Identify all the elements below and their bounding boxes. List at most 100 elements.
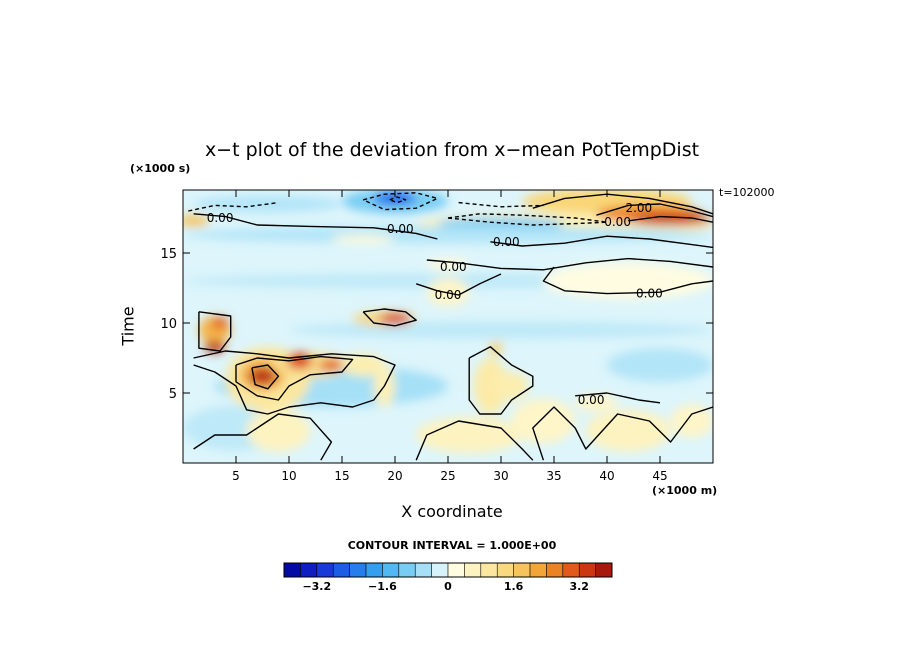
field-region	[246, 409, 311, 452]
axis-ticks: 5 10 15 20 25 30 35 40 45 5 10 15	[160, 190, 713, 483]
contour-line	[362, 192, 439, 211]
x-tick-label: 35	[546, 469, 561, 483]
colorbar-frame	[283, 562, 613, 578]
x-tick-label: 10	[281, 469, 296, 483]
contour-line	[193, 413, 333, 461]
colorbar-swatch	[529, 562, 547, 578]
colorbar-swatch	[513, 562, 531, 578]
contour-label: 0.00	[493, 235, 520, 249]
x-tick-label: 45	[652, 469, 667, 483]
x-tick-label: 30	[493, 469, 508, 483]
contour-line	[596, 203, 713, 218]
colorbar-swatch	[398, 562, 416, 578]
colorbar-swatch	[316, 562, 334, 578]
contour-label: 0.00	[435, 288, 462, 302]
colorbar-swatch	[595, 562, 613, 578]
x-tick-label: 25	[440, 469, 455, 483]
colorbar-swatch	[382, 562, 400, 578]
contour-label: 0.00	[440, 260, 467, 274]
contour-line	[415, 273, 502, 296]
colorbar: −3.2 −1.6 0 1.6 3.2	[283, 562, 613, 593]
colorbar-tick-label: −3.2	[302, 580, 331, 593]
contour-line	[532, 406, 713, 461]
field-region	[183, 226, 713, 244]
x-tick-label: 5	[232, 469, 240, 483]
field-region	[211, 317, 229, 329]
field-region	[607, 348, 713, 382]
contour-label: 0.00	[207, 211, 234, 225]
y-tick-label: 5	[169, 387, 177, 402]
x-axis-label: X coordinate	[401, 502, 503, 521]
chart-title: x−t plot of the deviation from x−mean Po…	[204, 139, 700, 161]
contour-label: 0.00	[387, 222, 414, 236]
contour-lines	[188, 192, 713, 461]
colorbar-swatch	[332, 562, 351, 578]
contour-label: 0.00	[636, 287, 663, 301]
colorbar-swatch	[578, 562, 597, 578]
contour-label: 2.00	[625, 201, 652, 215]
colorbar-tick-label: 0	[444, 580, 452, 593]
y-tick-label: 15	[160, 247, 177, 262]
contour-line	[490, 235, 713, 249]
contour-line	[193, 350, 396, 415]
contour-line	[198, 311, 232, 352]
contour-line	[415, 420, 534, 461]
contour-line	[235, 355, 354, 401]
contour-line	[532, 193, 713, 215]
time-marker: t=102000	[719, 186, 775, 199]
colorbar-swatch	[414, 562, 433, 578]
colorbar-swatch	[447, 562, 465, 578]
x-tick-label: 20	[387, 469, 402, 483]
field-region	[575, 394, 618, 412]
field-region	[289, 321, 713, 339]
colorbar-tick-label: 1.6	[504, 580, 524, 593]
field-region	[473, 358, 508, 414]
x-axis-unit: (×1000 m)	[652, 484, 718, 497]
contour-line	[426, 257, 713, 271]
contour-line	[193, 213, 438, 240]
y-tick-label: 10	[160, 317, 177, 332]
y-axis-unit: (×1000 s)	[130, 162, 191, 175]
x-tick-label: 15	[334, 469, 349, 483]
colorbar-swatch	[300, 562, 318, 578]
contour-label: 0.00	[604, 215, 631, 229]
shaded-field	[183, 190, 713, 463]
field-region	[489, 341, 503, 356]
colorbar-swatch	[546, 562, 564, 578]
colorbar-tick-label: 3.2	[569, 580, 589, 593]
field-region	[331, 234, 396, 244]
colorbar-swatch	[349, 562, 367, 578]
field-region	[318, 359, 345, 371]
contour-line	[628, 215, 713, 223]
colorbar-swatch	[283, 562, 301, 578]
contour-label: 0.00	[578, 393, 605, 407]
contour-line	[251, 364, 280, 390]
contour-line	[575, 392, 661, 404]
field-region	[628, 213, 713, 225]
colorbar-tick-label: −1.6	[368, 580, 397, 593]
field-region	[416, 416, 523, 454]
contour-line	[447, 213, 608, 226]
contour-interval-label: CONTOUR INTERVAL = 1.000E+00	[347, 539, 557, 552]
contour-line	[468, 346, 534, 415]
field-region	[183, 215, 210, 227]
contour-line	[188, 201, 279, 212]
field-region	[248, 367, 277, 385]
contour-labels: 0.000.000.000.000.00 0.000.002.000.00	[207, 201, 663, 407]
contour-line	[389, 196, 407, 204]
contour-line	[458, 201, 544, 208]
colorbar-swatch	[365, 562, 383, 578]
colorbar-swatch	[480, 562, 498, 578]
field-region	[670, 404, 713, 438]
x-tick-label: 40	[599, 469, 614, 483]
colorbar-swatch	[464, 562, 482, 578]
field-region	[511, 398, 576, 444]
field-region	[494, 372, 529, 400]
colorbar-swatch	[431, 562, 449, 578]
colorbar-swatch	[562, 562, 580, 578]
contour-line	[362, 308, 417, 327]
field-region	[379, 313, 411, 325]
colorbar-swatch	[496, 562, 515, 578]
